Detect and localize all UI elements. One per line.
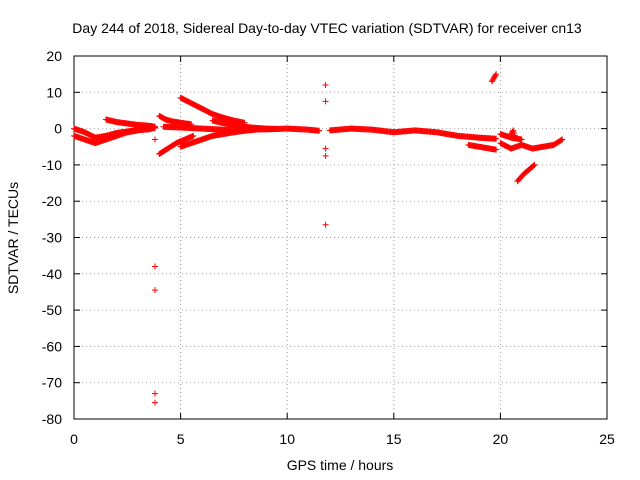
data-point — [273, 125, 280, 132]
y-tick-label: -80 — [42, 411, 62, 427]
data-point — [530, 162, 537, 169]
data-point — [152, 399, 159, 406]
y-tick-label: -60 — [42, 338, 62, 354]
data-point — [152, 263, 159, 270]
data-point — [509, 128, 516, 135]
x-axis-label: GPS time / hours — [287, 457, 394, 473]
y-tick-label: -50 — [42, 302, 62, 318]
y-tick-label: 0 — [54, 121, 62, 137]
data-point — [152, 390, 159, 397]
y-axis-label: SDTVAR / TECUs — [5, 182, 21, 294]
y-tick-label: -30 — [42, 230, 62, 246]
data-points — [71, 71, 566, 406]
data-point — [493, 71, 500, 78]
y-tick-label: -10 — [42, 157, 62, 173]
data-point — [322, 221, 329, 228]
tick-layer: 0 5 10 15 20 25 20 10 0 -10 -20 -30 -40 -50 -60 -70 -80 — [42, 48, 615, 447]
grid-layer — [74, 56, 607, 419]
x-tick-label: 10 — [279, 431, 295, 447]
data-point — [531, 161, 538, 168]
y-tick-label: -70 — [42, 375, 62, 391]
data-point — [152, 287, 159, 294]
data-point — [152, 123, 159, 130]
y-tick-label: 20 — [46, 48, 62, 64]
chart-title: Day 244 of 2018, Sidereal Day-to-day VTE… — [72, 20, 582, 36]
x-tick-label: 5 — [177, 431, 185, 447]
data-point — [512, 134, 519, 141]
data-point — [152, 136, 159, 143]
data-point — [316, 127, 323, 134]
y-tick-label: 10 — [46, 84, 62, 100]
data-point — [518, 136, 525, 143]
y-tick-label: -20 — [42, 193, 62, 209]
y-tick-label: -40 — [42, 266, 62, 282]
data-point — [558, 137, 565, 144]
data-point — [322, 145, 329, 152]
x-tick-label: 25 — [599, 431, 615, 447]
data-point — [493, 146, 500, 153]
data-point — [322, 98, 329, 105]
data-point — [190, 132, 197, 139]
data-point — [322, 152, 329, 159]
x-tick-label: 0 — [70, 431, 78, 447]
data-point — [493, 135, 500, 142]
x-tick-label: 20 — [493, 431, 509, 447]
data-point — [492, 72, 499, 79]
data-point — [322, 82, 329, 89]
x-tick-label: 15 — [386, 431, 402, 447]
data-point — [530, 163, 537, 170]
data-point — [559, 136, 566, 143]
plot-frame — [73, 55, 608, 420]
